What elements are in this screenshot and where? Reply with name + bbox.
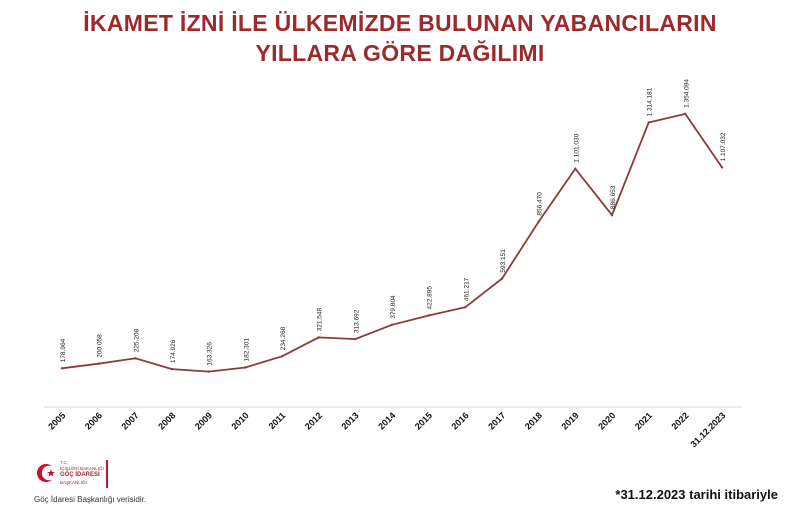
x-tick-label: 2018: [523, 410, 544, 431]
x-tick-label: 31.12.2023: [688, 410, 727, 449]
data-point: [720, 166, 724, 169]
data-label: 178.964: [60, 338, 67, 362]
x-tick-label: 2009: [193, 410, 214, 431]
x-tick-label: 2011: [267, 410, 288, 431]
data-point: [317, 336, 320, 339]
data-label: 225.208: [133, 328, 140, 352]
x-tick-label: 2017: [486, 410, 507, 431]
x-tick-label: 2020: [596, 410, 617, 431]
logo-text-baskanligi: BAŞKANLIĞI: [60, 480, 87, 485]
logo-text-goc-idaresi: GÖÇ İDARESİ: [60, 472, 100, 478]
data-label: 1.354.094: [683, 79, 690, 108]
x-tick-label: 2007: [119, 410, 140, 431]
data-label: 182.301: [243, 338, 250, 362]
data-label: 321.548: [317, 308, 324, 332]
data-label: 1.314.181: [647, 87, 654, 116]
data-label: 422.895: [427, 286, 434, 310]
data-point: [684, 112, 687, 116]
data-point: [610, 213, 614, 217]
data-point: [280, 355, 284, 358]
x-tick-label: 2021: [633, 410, 654, 431]
date-footnote: *31.12.2023 tarihi itibariyle: [615, 487, 778, 502]
data-label: 234.268: [280, 326, 287, 350]
logo-text-tc: T.C.: [60, 460, 69, 465]
data-point: [134, 357, 137, 360]
x-tick-label: 2010: [229, 410, 250, 431]
logo-text-ministry: İÇİŞLERİ BAKANLIĞI: [60, 466, 104, 471]
x-tick-label: 2012: [303, 410, 324, 431]
data-point: [390, 323, 394, 326]
data-point: [537, 220, 540, 223]
crescent-star-icon: [37, 464, 57, 482]
x-tick-label: 2013: [339, 410, 360, 431]
data-label: 163.326: [207, 342, 214, 366]
data-label: 1.101.030: [573, 133, 580, 162]
data-point: [574, 167, 577, 170]
logo-divider: [106, 460, 108, 488]
source-note: Göç İdaresi Başkanlığı verisidir.: [34, 495, 147, 504]
x-tick-label: 2006: [83, 410, 104, 431]
data-point: [500, 277, 504, 280]
data-point: [427, 314, 430, 317]
data-label: 1.107.032: [720, 132, 727, 161]
data-label: 200.058: [97, 334, 104, 358]
series-line: [61, 112, 723, 373]
data-label: 461.217: [463, 277, 470, 301]
x-tick-label: 2005: [46, 410, 67, 431]
chart-title-line-2: YILLARA GÖRE DAĞILIMI: [255, 40, 545, 66]
data-label: 886.653: [610, 185, 617, 209]
data-label: 313.692: [353, 309, 360, 333]
x-tick-label: 2015: [413, 410, 434, 431]
data-label: 379.804: [390, 295, 397, 319]
data-label: 593.151: [500, 249, 507, 273]
data-point: [244, 366, 247, 369]
data-point: [97, 362, 100, 365]
data-point: [647, 121, 650, 124]
data-point: [170, 367, 174, 371]
x-tick-label: 2014: [376, 410, 397, 431]
data-point: [60, 367, 64, 370]
x-tick-label: 2016: [449, 410, 470, 431]
x-tick-label: 2022: [669, 410, 690, 431]
data-point: [354, 337, 357, 341]
chart-title-line-1: İKAMET İZNİ İLE ÜLKEMİZDE BULUNAN YABANC…: [83, 10, 717, 36]
data-label: 856.470: [537, 192, 544, 216]
goc-idaresi-logo: T.C. İÇİŞLERİ BAKANLIĞI GÖÇ İDARESİ BAŞK…: [36, 458, 116, 490]
x-tick-label: 2019: [559, 410, 580, 431]
data-label: 174.926: [170, 339, 177, 363]
x-tick-label: 2008: [156, 410, 177, 431]
data-point: [464, 306, 467, 309]
data-point: [207, 370, 210, 373]
